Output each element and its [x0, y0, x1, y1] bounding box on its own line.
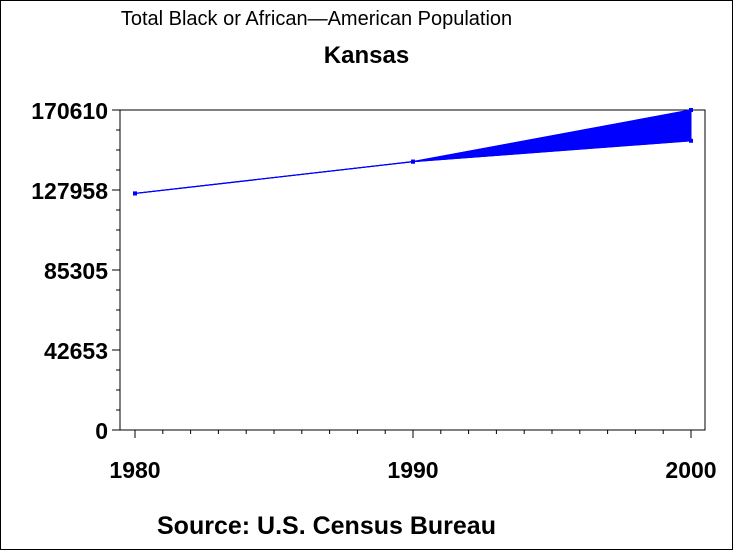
- y-tick-label: 0: [95, 418, 108, 444]
- x-tick-label: 1980: [109, 457, 160, 483]
- data-point: [133, 191, 137, 196]
- data-point: [411, 159, 415, 164]
- chart-title: Total Black or African—American Populati…: [120, 8, 513, 30]
- chart-subtitle: Kansas: [323, 42, 410, 69]
- data-point: [689, 108, 693, 112]
- y-tick-label: 85305: [44, 258, 108, 284]
- x-tick-label: 1990: [387, 457, 438, 483]
- y-tick-label: 170610: [31, 98, 108, 124]
- y-tick-label: 127958: [31, 178, 108, 204]
- plot-area: [119, 109, 706, 431]
- source-note: Source: U.S. Census Bureau: [157, 512, 496, 540]
- data-point: [689, 138, 693, 143]
- y-tick-label: 42653: [44, 338, 108, 364]
- x-tick-label: 2000: [665, 457, 716, 483]
